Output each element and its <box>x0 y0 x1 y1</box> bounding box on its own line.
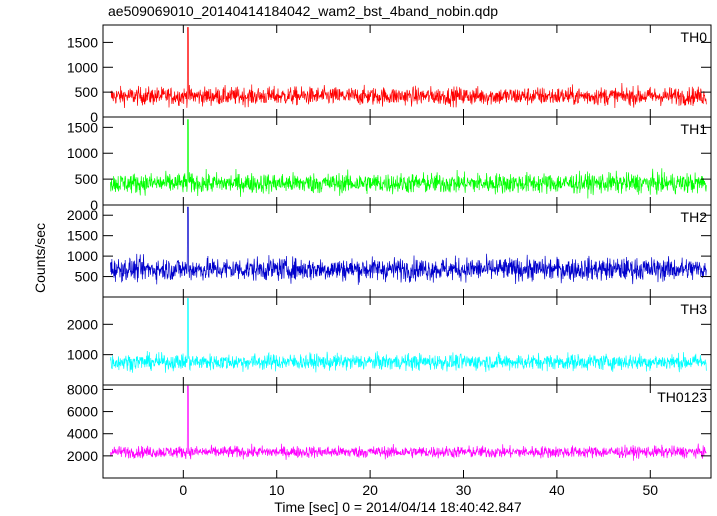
panel-th2: 500 1000 1500 2000 TH2 <box>67 204 712 298</box>
series-line-th2 <box>110 206 707 285</box>
y-tick-label: 2000 <box>67 207 98 223</box>
x-axis-label: Time [sec] 0 = 2014/04/14 18:40:42.847 <box>274 499 522 515</box>
y-tick-label: 4000 <box>67 426 98 442</box>
x-tick-label: 50 <box>643 482 659 498</box>
y-tick-label: 500 <box>75 84 99 100</box>
y-tick-label: 1000 <box>67 59 98 75</box>
y-tick-label: 1000 <box>67 145 98 161</box>
y-tick-label: 1500 <box>67 228 98 244</box>
series-line-th0 <box>110 27 707 108</box>
series-line-th1 <box>110 119 707 199</box>
y-tick-label: 2000 <box>67 316 98 332</box>
y-tick-label: 0 <box>90 109 98 125</box>
series-line-th3 <box>110 298 707 373</box>
y-tick-label: 1500 <box>67 34 98 50</box>
x-tick-label: 20 <box>362 482 378 498</box>
panel-frame <box>102 296 712 386</box>
panel-frame <box>102 384 712 479</box>
panel-th0: 0 500 1000 1500 TH0 <box>67 24 712 125</box>
chart-title: ae509069010_20140414184042_wam2_bst_4ban… <box>108 3 498 19</box>
panel-label: TH3 <box>681 301 708 317</box>
panel-frame <box>102 24 712 118</box>
x-tick-label: 30 <box>456 482 472 498</box>
panel-label: TH0 <box>681 29 708 45</box>
series-line-th0123 <box>110 385 707 461</box>
y-tick-label: 500 <box>75 171 99 187</box>
y-tick-label: 2000 <box>67 448 98 464</box>
y-tick-label: 1500 <box>67 119 98 135</box>
panel-label: TH1 <box>681 121 708 137</box>
panel-label: TH0123 <box>657 389 707 405</box>
y-tick-label: 500 <box>75 269 99 285</box>
x-tick-label: 10 <box>269 482 285 498</box>
panel-label: TH2 <box>681 209 708 225</box>
y-tick-label: 0 <box>90 197 98 213</box>
x-tick-label: 0 <box>179 482 187 498</box>
y-tick-label: 6000 <box>67 404 98 420</box>
y-tick-label: 1000 <box>67 248 98 264</box>
panel-frame <box>102 204 712 298</box>
y-axis-label: Counts/sec <box>32 223 48 293</box>
panel-th3: 1000 2000 TH3 <box>67 296 712 386</box>
x-tick-label: 40 <box>549 482 565 498</box>
panel-th1: 0 500 1000 1500 TH1 <box>67 116 712 213</box>
y-tick-label: 8000 <box>67 381 98 397</box>
panel-th0123: 2000 4000 6000 8000 TH0123 <box>67 381 712 479</box>
y-tick-label: 1000 <box>67 347 98 363</box>
